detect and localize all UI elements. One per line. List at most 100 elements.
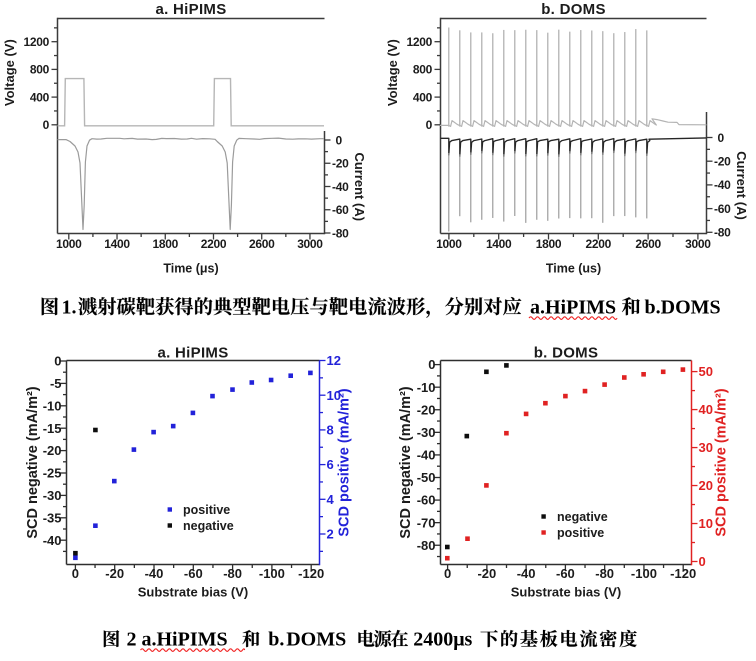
- svg-text:positive: positive: [183, 503, 230, 517]
- svg-text:-30: -30: [43, 488, 62, 503]
- svg-text:-25: -25: [43, 466, 62, 481]
- svg-text:0: 0: [426, 118, 433, 132]
- svg-text:-10: -10: [417, 380, 436, 395]
- svg-text:negative: negative: [557, 510, 608, 524]
- svg-text:-20: -20: [105, 566, 124, 581]
- svg-text:a.HiPIMS: a.HiPIMS: [142, 629, 228, 651]
- svg-text:a. HiPIMS: a. HiPIMS: [157, 345, 228, 362]
- svg-text:-20: -20: [332, 157, 349, 171]
- svg-text:SCD negative (mA/m²): SCD negative (mA/m²): [25, 386, 41, 538]
- svg-text:2400μs: 2400μs: [413, 629, 472, 651]
- svg-text:1400: 1400: [104, 237, 130, 251]
- svg-text:SCD positive (mA/m²): SCD positive (mA/m²): [337, 388, 353, 536]
- svg-text:b.DOMS: b.DOMS: [645, 297, 721, 319]
- svg-text:-35: -35: [43, 510, 62, 525]
- svg-text:2200: 2200: [201, 237, 227, 251]
- svg-text:-40: -40: [332, 180, 349, 194]
- svg-text:-60: -60: [556, 566, 575, 581]
- svg-text:a.HiPIMS: a.HiPIMS: [530, 297, 616, 319]
- svg-text:1800: 1800: [536, 237, 562, 251]
- svg-text:positive: positive: [557, 526, 604, 540]
- svg-text:-60: -60: [184, 566, 203, 581]
- svg-text:0: 0: [718, 131, 725, 145]
- svg-text:-70: -70: [417, 515, 436, 530]
- svg-text:-120: -120: [298, 566, 324, 581]
- svg-text:30: 30: [699, 440, 713, 455]
- svg-text:SCD negative (mA/m²): SCD negative (mA/m²): [398, 386, 414, 538]
- svg-text:20: 20: [699, 478, 713, 493]
- svg-text:2600: 2600: [249, 237, 275, 251]
- svg-text:800: 800: [30, 63, 50, 77]
- svg-text:8: 8: [327, 423, 334, 438]
- svg-text:Substrate bias (V): Substrate bias (V): [511, 585, 622, 600]
- svg-text:0: 0: [54, 354, 61, 369]
- svg-text:-5: -5: [50, 376, 62, 391]
- svg-text:12: 12: [327, 353, 341, 368]
- svg-text:SCD positive (mA/m²): SCD positive (mA/m²): [714, 388, 730, 536]
- svg-text:4: 4: [327, 492, 335, 507]
- svg-text:a. HiPIMS: a. HiPIMS: [155, 1, 226, 18]
- svg-text:3000: 3000: [685, 237, 711, 251]
- svg-text:1800: 1800: [153, 237, 179, 251]
- svg-text:1200: 1200: [24, 35, 50, 49]
- svg-text:Current (A): Current (A): [352, 152, 367, 221]
- svg-text:1200: 1200: [407, 35, 433, 49]
- svg-text:800: 800: [413, 63, 433, 77]
- svg-text:-60: -60: [332, 203, 349, 217]
- svg-text:Current (A): Current (A): [734, 151, 749, 220]
- svg-text:Substrate bias (V): Substrate bias (V): [138, 585, 249, 600]
- svg-text:-80: -80: [714, 226, 731, 240]
- svg-text:-20: -20: [714, 155, 731, 169]
- svg-text:b. DOMS: b. DOMS: [534, 345, 599, 362]
- svg-text:0: 0: [43, 118, 50, 132]
- svg-text:-20: -20: [43, 443, 62, 458]
- svg-text:0: 0: [428, 357, 435, 372]
- svg-text:-30: -30: [417, 425, 436, 440]
- svg-text:3000: 3000: [297, 237, 323, 251]
- svg-text:-20: -20: [417, 402, 436, 417]
- svg-text:2600: 2600: [635, 237, 661, 251]
- svg-text:negative: negative: [183, 519, 234, 533]
- svg-text:2200: 2200: [586, 237, 612, 251]
- svg-text:DOMS: DOMS: [286, 629, 346, 651]
- svg-text:-40: -40: [417, 448, 436, 463]
- svg-text:-10: -10: [43, 398, 62, 413]
- svg-text:-80: -80: [332, 226, 349, 240]
- svg-text:-60: -60: [417, 493, 436, 508]
- svg-text:0: 0: [699, 554, 706, 569]
- svg-text:Time (us): Time (us): [546, 262, 601, 276]
- svg-text:0: 0: [444, 566, 451, 581]
- svg-text:40: 40: [699, 402, 713, 417]
- svg-text:10: 10: [699, 516, 713, 531]
- svg-text:-40: -40: [145, 566, 164, 581]
- svg-text:-40: -40: [714, 178, 731, 192]
- svg-text:-80: -80: [223, 566, 242, 581]
- svg-text:-15: -15: [43, 421, 62, 436]
- svg-text:0: 0: [72, 566, 79, 581]
- svg-text:2: 2: [127, 629, 137, 651]
- svg-text:1400: 1400: [486, 237, 512, 251]
- svg-text:2: 2: [327, 527, 334, 542]
- svg-text:1000: 1000: [436, 237, 462, 251]
- svg-text:50: 50: [699, 364, 713, 379]
- svg-text:Time (μs): Time (μs): [163, 262, 218, 276]
- svg-text:-20: -20: [477, 566, 496, 581]
- svg-text:-60: -60: [714, 202, 731, 216]
- svg-text:10: 10: [327, 388, 341, 403]
- svg-text:-40: -40: [517, 566, 536, 581]
- svg-text:400: 400: [413, 90, 433, 104]
- svg-text:6: 6: [327, 457, 334, 472]
- svg-text:-80: -80: [595, 566, 614, 581]
- svg-text:-100: -100: [259, 566, 285, 581]
- svg-text:1000: 1000: [56, 237, 82, 251]
- svg-text:1.: 1.: [62, 297, 77, 319]
- svg-text:b. DOMS: b. DOMS: [541, 1, 606, 18]
- svg-text:-120: -120: [670, 566, 696, 581]
- svg-text:b.: b.: [268, 629, 284, 651]
- svg-text:-40: -40: [43, 533, 62, 548]
- svg-text:-50: -50: [417, 470, 436, 485]
- svg-text:Voltage (V): Voltage (V): [385, 39, 400, 106]
- svg-text:-80: -80: [417, 538, 436, 553]
- svg-text:0: 0: [336, 133, 343, 147]
- svg-text:Voltage (V): Voltage (V): [2, 39, 17, 106]
